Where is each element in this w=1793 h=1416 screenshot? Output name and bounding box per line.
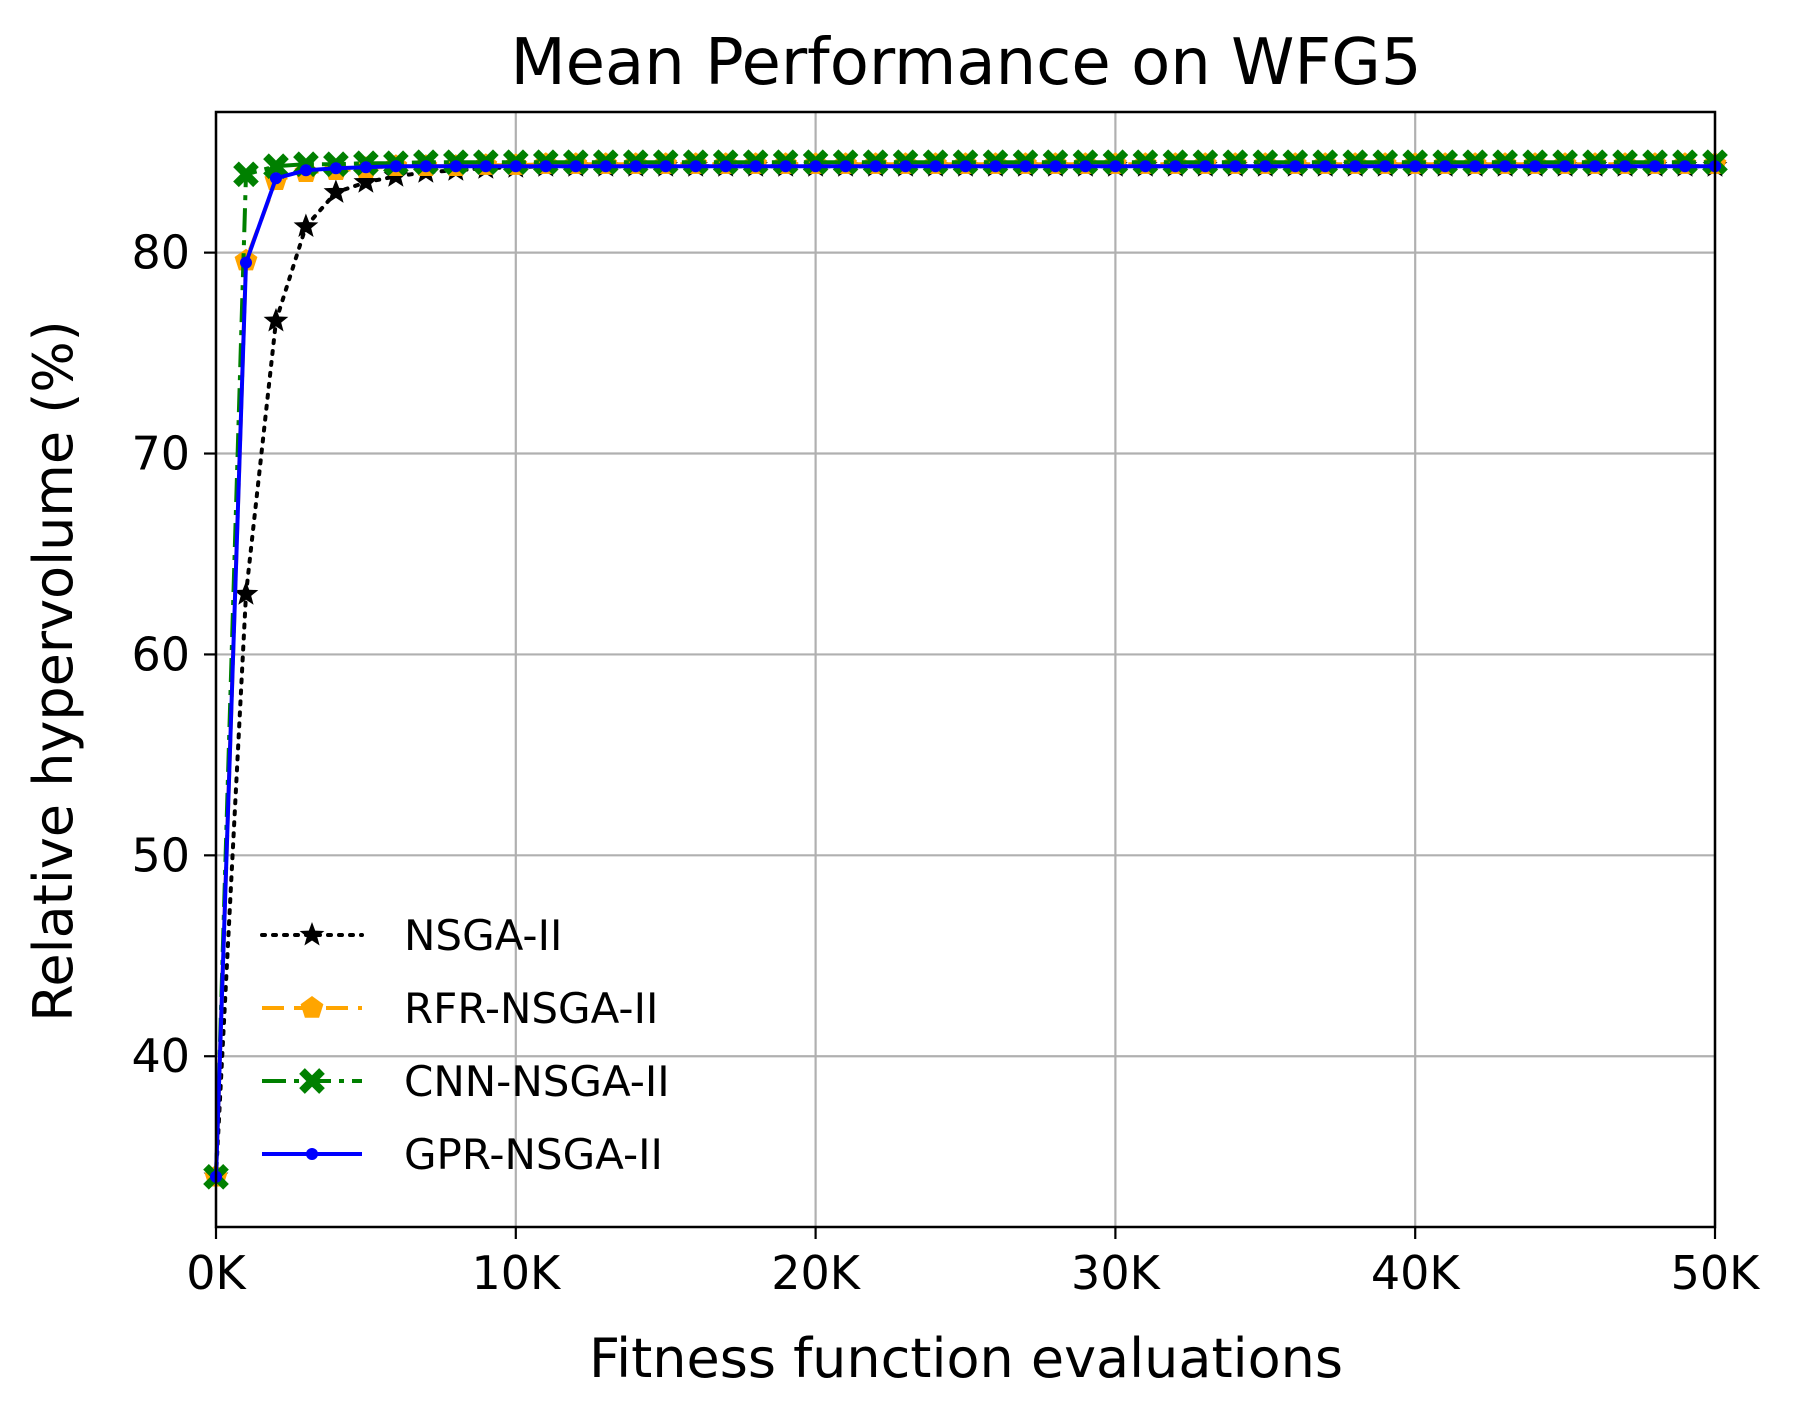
data-point-gpr-nsga-ii (479, 160, 492, 173)
legend-item-rfr-nsga-ii: RFR-NSGA-II (262, 984, 658, 1033)
legend-marker (300, 996, 324, 1018)
data-point-gpr-nsga-ii (239, 256, 252, 269)
data-point-gpr-nsga-ii (1619, 160, 1632, 173)
data-point-gpr-nsga-ii (1259, 160, 1272, 173)
x-tick-label: 20K (771, 1246, 862, 1300)
legend: NSGA-II RFR-NSGA-II CNN-NSGA-II GPR-NSGA-II (260, 911, 670, 1179)
data-point-gpr-nsga-ii (1529, 160, 1542, 173)
data-point-gpr-nsga-ii (1109, 160, 1122, 173)
legend-label: GPR-NSGA-II (404, 1130, 663, 1179)
data-point-gpr-nsga-ii (749, 160, 762, 173)
data-point-gpr-nsga-ii (779, 160, 792, 173)
data-point-gpr-nsga-ii (1499, 160, 1512, 173)
data-point-gpr-nsga-ii (839, 160, 852, 173)
y-axis: 40 50 60 70 80 (131, 226, 216, 1083)
data-point-gpr-nsga-ii (809, 160, 822, 173)
data-point-gpr-nsga-ii (929, 160, 942, 173)
data-point-gpr-nsga-ii (1559, 160, 1572, 173)
data-point-nsga-ii (353, 169, 379, 193)
data-point-cnn-nsga-ii (263, 153, 289, 180)
data-point-gpr-nsga-ii (959, 160, 972, 173)
data-point-gpr-nsga-ii (719, 160, 732, 173)
data-point-gpr-nsga-ii (1199, 160, 1212, 173)
y-axis-label: Relative hypervolume (%) (22, 320, 85, 1021)
plot-frame (214, 110, 1717, 1229)
data-point-gpr-nsga-ii (449, 160, 462, 173)
data-point-gpr-nsga-ii (1679, 160, 1692, 173)
data-point-gpr-nsga-ii (1079, 160, 1092, 173)
data-point-gpr-nsga-ii (1229, 160, 1242, 173)
data-point-nsga-ii (263, 307, 289, 332)
legend-label: NSGA-II (404, 911, 562, 960)
series-gpr-nsga-ii (210, 160, 1721, 1183)
legend-item-cnn-nsga-ii: CNN-NSGA-II (262, 1057, 670, 1106)
legend-marker (299, 1068, 325, 1094)
x-axis-label: Fitness function evaluations (589, 1327, 1343, 1390)
data-point-nsga-ii (323, 179, 349, 203)
data-point-gpr-nsga-ii (509, 160, 522, 173)
legend-marker (306, 1148, 318, 1160)
chart-title: Mean Performance on WFG5 (510, 26, 1421, 100)
data-point-gpr-nsga-ii (359, 161, 372, 174)
data-point-gpr-nsga-ii (299, 164, 312, 177)
legend-item-gpr-nsga-ii: GPR-NSGA-II (262, 1130, 663, 1179)
data-point-gpr-nsga-ii (419, 160, 432, 173)
data-point-gpr-nsga-ii (599, 160, 612, 173)
x-tick-label: 50K (1671, 1246, 1762, 1300)
series-layer (203, 149, 1728, 1190)
data-point-gpr-nsga-ii (869, 160, 882, 173)
legend-marker (299, 922, 325, 946)
x-tick-label: 0K (186, 1246, 247, 1300)
legend-item-nsga-ii: NSGA-II (260, 911, 562, 960)
data-point-nsga-ii (293, 213, 319, 237)
data-point-gpr-nsga-ii (1409, 160, 1422, 173)
data-point-gpr-nsga-ii (899, 160, 912, 173)
data-point-gpr-nsga-ii (1439, 160, 1452, 173)
x-tick-label: 30K (1071, 1246, 1162, 1300)
data-point-gpr-nsga-ii (1169, 160, 1182, 173)
data-point-gpr-nsga-ii (329, 162, 342, 175)
data-point-nsga-ii (233, 581, 259, 605)
x-tick-label: 40K (1371, 1246, 1462, 1300)
legend-label: RFR-NSGA-II (404, 984, 658, 1033)
data-point-gpr-nsga-ii (1469, 160, 1482, 173)
data-point-gpr-nsga-ii (569, 160, 582, 173)
y-tick-label: 60 (131, 627, 190, 681)
data-point-gpr-nsga-ii (1649, 160, 1662, 173)
data-point-gpr-nsga-ii (1349, 160, 1362, 173)
data-point-gpr-nsga-ii (1379, 160, 1392, 173)
y-tick-label: 40 (131, 1029, 190, 1083)
data-point-gpr-nsga-ii (539, 160, 552, 173)
data-point-gpr-nsga-ii (1589, 160, 1602, 173)
data-point-gpr-nsga-ii (1049, 160, 1062, 173)
data-point-gpr-nsga-ii (659, 160, 672, 173)
data-point-gpr-nsga-ii (629, 160, 642, 173)
y-tick-label: 70 (131, 427, 190, 481)
y-tick-label: 50 (131, 828, 190, 882)
data-point-gpr-nsga-ii (689, 160, 702, 173)
legend-label: CNN-NSGA-II (404, 1057, 670, 1106)
data-point-gpr-nsga-ii (1289, 160, 1302, 173)
data-point-gpr-nsga-ii (1139, 160, 1152, 173)
data-point-cnn-nsga-ii (233, 161, 259, 188)
data-point-gpr-nsga-ii (269, 172, 282, 185)
data-point-gpr-nsga-ii (989, 160, 1002, 173)
data-point-gpr-nsga-ii (1019, 160, 1032, 173)
x-tick-label: 10K (471, 1246, 562, 1300)
x-axis: 0K 10K 20K 30K 40K 50K (186, 1227, 1761, 1300)
y-tick-label: 80 (131, 226, 190, 280)
data-point-gpr-nsga-ii (1319, 160, 1332, 173)
data-point-gpr-nsga-ii (389, 160, 402, 173)
